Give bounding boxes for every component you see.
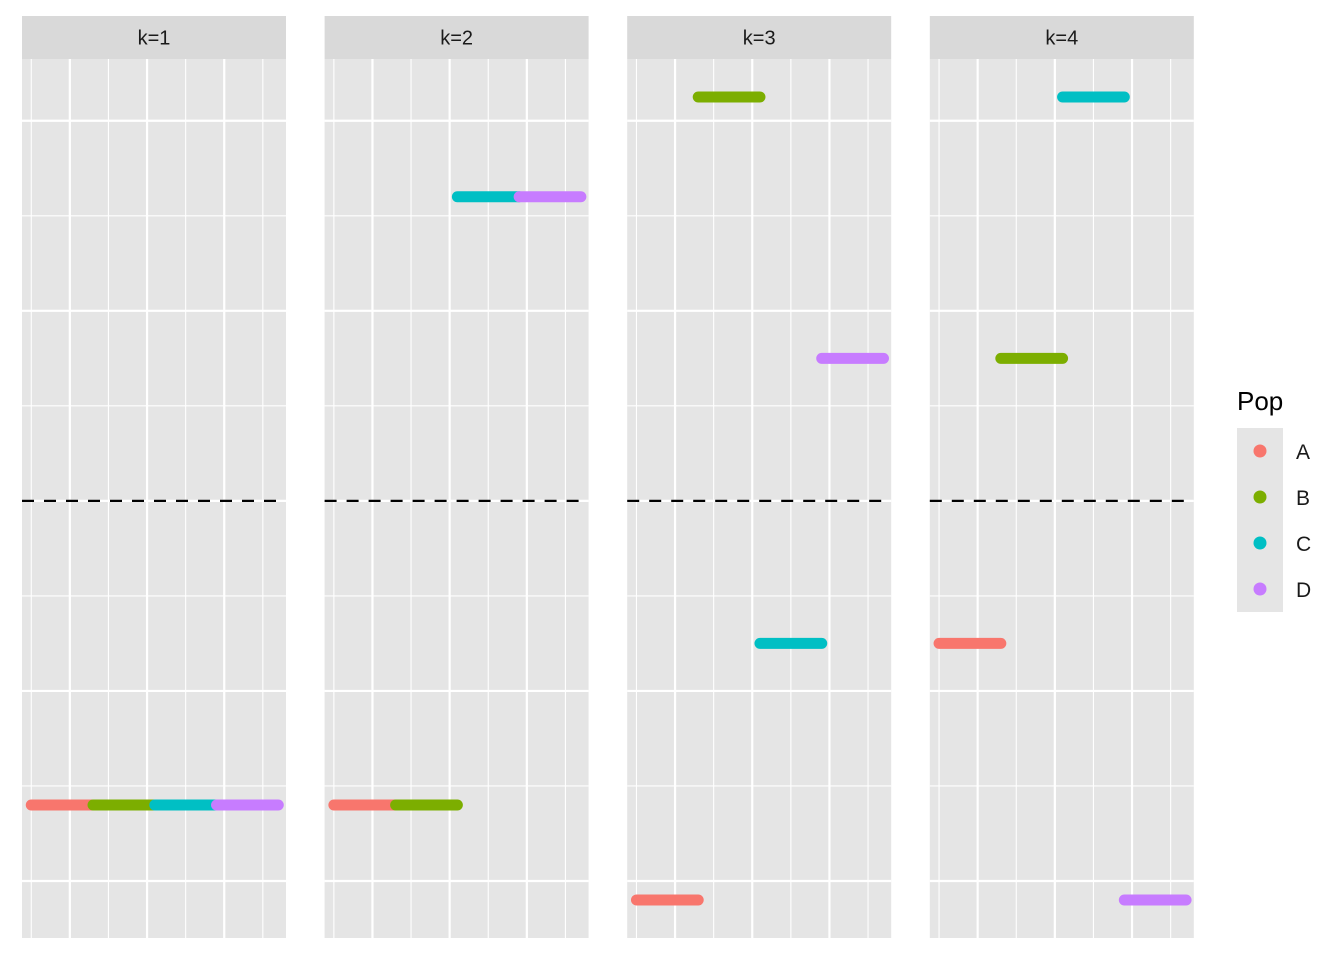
facet-strip [929, 16, 1194, 59]
legend-key-c [1253, 536, 1267, 550]
legend-label-d: D [1296, 579, 1311, 602]
legend-title: Pop [1237, 386, 1283, 416]
legend-label-b: B [1296, 487, 1310, 510]
legend-label-c: C [1296, 533, 1311, 556]
facet-panels: k=1 k=2 k=3 k=4 [22, 16, 1194, 938]
facet-panel-2: k=2 [324, 16, 589, 938]
legend-key-b [1253, 490, 1267, 504]
facet-strip [627, 16, 892, 59]
facet-panel-1: k=1 [22, 16, 286, 938]
panel-background [929, 59, 1194, 938]
legend-key-a [1253, 444, 1267, 458]
legend-label-a: A [1296, 441, 1310, 464]
facet-panel-4: k=4 [929, 16, 1194, 938]
panel-background [627, 59, 892, 938]
facet-strip-label: k=1 [138, 28, 171, 50]
legend-key-d [1253, 582, 1267, 596]
facet-strip [324, 16, 589, 59]
facet-strip-label: k=2 [440, 28, 473, 50]
legend-key-background [1237, 428, 1283, 612]
panel-background [324, 59, 589, 938]
facet-strip-label: k=3 [743, 28, 776, 50]
facet-panel-3: k=3 [627, 16, 892, 938]
facet-strip [22, 16, 286, 59]
facet-strip-label: k=4 [1045, 28, 1078, 50]
panel-background [22, 59, 286, 938]
